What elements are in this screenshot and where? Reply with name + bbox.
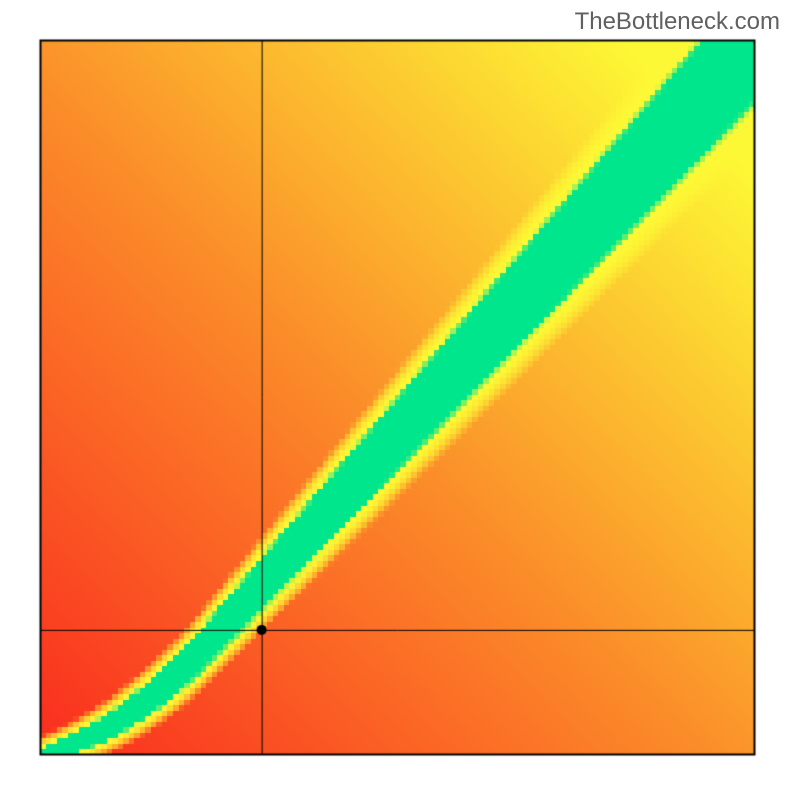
watermark-label: TheBottleneck.com [575, 8, 780, 36]
bottleneck-heatmap [0, 0, 800, 800]
